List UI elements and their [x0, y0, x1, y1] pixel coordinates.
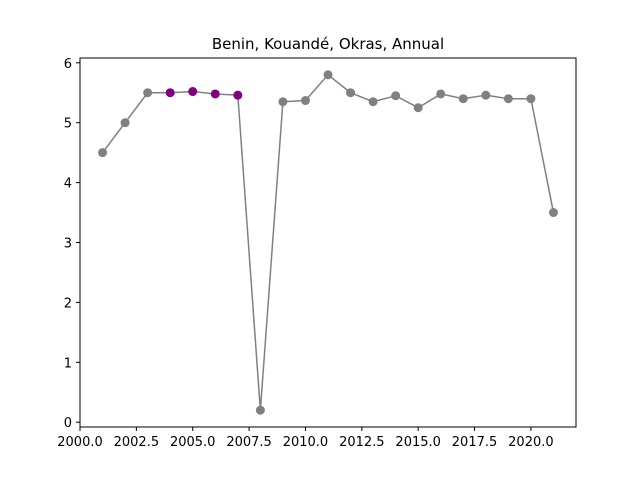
x-tick-label: 2012.5 — [339, 435, 385, 450]
series-line — [101, 73, 555, 411]
chart-title: Benin, Kouandé, Okras, Annual — [212, 35, 444, 53]
x-tick-label: 2010.0 — [283, 435, 329, 450]
data-point — [413, 103, 423, 113]
x-tick-label: 2005.0 — [170, 435, 216, 450]
highlighted-data-point — [165, 88, 175, 98]
data-point — [548, 208, 558, 218]
y-tick-label: 3 — [64, 237, 72, 252]
x-tick-label: 2002.5 — [114, 435, 160, 450]
data-point — [346, 88, 356, 98]
data-point — [120, 118, 130, 128]
y-tick-label: 1 — [64, 356, 72, 371]
highlighted-data-point — [188, 87, 198, 97]
data-point — [436, 89, 446, 99]
x-tick-label: 2000.0 — [57, 435, 103, 450]
highlighted-data-point — [233, 90, 243, 100]
y-tick-label: 0 — [64, 416, 72, 431]
data-point — [391, 91, 401, 101]
x-tick-label: 2015.0 — [395, 435, 441, 450]
data-point — [526, 94, 536, 104]
plot-area — [98, 70, 558, 415]
y-tick-label: 2 — [64, 296, 72, 311]
x-tick-label: 2017.5 — [452, 435, 498, 450]
y-tick-label: 4 — [64, 177, 72, 192]
data-point — [300, 96, 310, 106]
y-tick-label: 5 — [64, 117, 72, 132]
x-axis: 2000.0 2002.5 2005.0 2007.5 2010.0 2012.5 2015… — [57, 427, 554, 450]
data-point — [368, 97, 378, 107]
plot-frame — [79, 57, 577, 428]
highlighted-data-point — [210, 89, 220, 99]
x-tick-label: 2007.5 — [226, 435, 272, 450]
data-point — [481, 90, 491, 100]
y-tick-label: 6 — [64, 57, 72, 72]
data-point — [503, 94, 513, 104]
data-point — [255, 405, 265, 415]
data-point — [98, 148, 108, 158]
data-point — [458, 94, 468, 104]
y-axis: 0 1 2 3 4 5 6 — [64, 57, 80, 431]
data-point — [323, 70, 333, 80]
data-point — [143, 88, 153, 98]
data-point — [278, 97, 288, 107]
x-tick-label: 2020.0 — [508, 435, 554, 450]
